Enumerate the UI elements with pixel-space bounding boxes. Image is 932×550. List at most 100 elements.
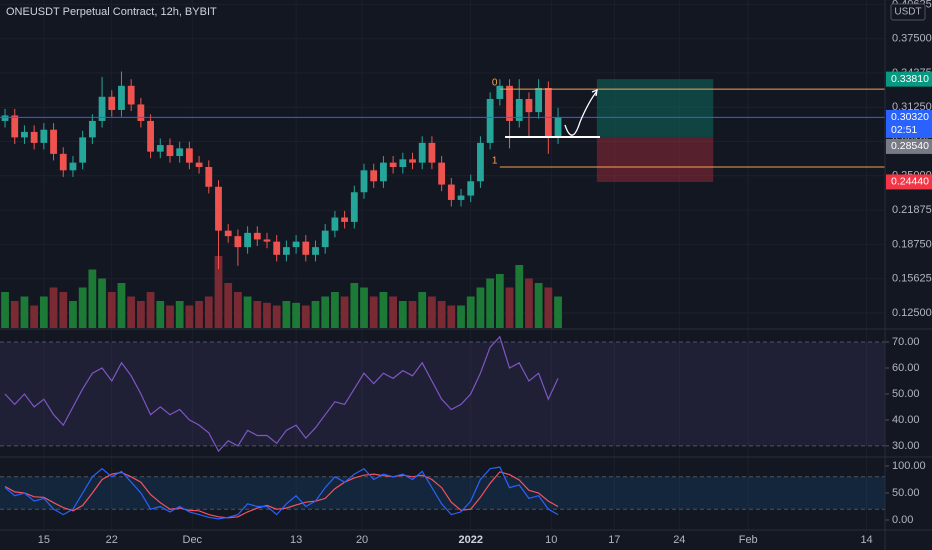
- candle-body: [515, 98, 523, 121]
- candle-body: [59, 153, 67, 171]
- volume-bar: [156, 301, 165, 328]
- band: [0, 342, 885, 446]
- volume-bar: [204, 296, 213, 328]
- volume-bar: [59, 292, 68, 328]
- candle-body: [283, 247, 290, 255]
- candle-body: [79, 137, 87, 163]
- volume-bar: [282, 301, 291, 328]
- candle-body: [525, 98, 533, 113]
- volume-bar: [166, 305, 174, 328]
- x-tick-label: 10: [545, 534, 557, 546]
- y-tick-label: 0.21875: [892, 204, 932, 216]
- volume-bar: [20, 296, 29, 328]
- price-badge: [886, 71, 932, 87]
- candle-body: [350, 192, 358, 222]
- volume-bar: [428, 296, 436, 328]
- hand-drawn-arrow: [564, 88, 598, 136]
- candle-body: [535, 88, 543, 113]
- y-tick-label: 30.00: [892, 440, 920, 452]
- candle-body: [185, 148, 193, 163]
- candle-body: [127, 85, 135, 105]
- volume-bar: [311, 301, 320, 328]
- x-tick-label: 24: [673, 534, 685, 546]
- volume-bar: [49, 287, 58, 328]
- volume-bar: [253, 301, 262, 328]
- volume-bar: [30, 305, 39, 328]
- candle-body: [438, 162, 446, 185]
- volume-bar: [195, 301, 203, 328]
- candle-body: [88, 120, 96, 138]
- volume-bar: [214, 256, 223, 328]
- x-tick-label: Dec: [183, 534, 203, 546]
- y-tick-label: 0.15625: [892, 273, 932, 285]
- candle-body: [389, 162, 397, 168]
- volume-bar: [136, 301, 145, 328]
- candle-body: [21, 131, 28, 138]
- candle-body: [496, 85, 504, 99]
- volume-bar: [408, 301, 417, 328]
- y-tick-label: 60.00: [892, 362, 920, 374]
- volume-bar: [466, 296, 475, 328]
- volume-bar: [69, 301, 77, 328]
- volume-bar: [515, 265, 524, 328]
- candle-body: [40, 129, 48, 143]
- countdown: 02:51: [891, 124, 917, 136]
- candle-body: [118, 85, 125, 110]
- currency-label: USDT: [894, 7, 921, 18]
- candle-body: [477, 142, 484, 182]
- y-tick-label: 50.00: [892, 388, 920, 400]
- candle-body: [292, 241, 300, 248]
- candle-body: [380, 162, 387, 182]
- price-badge-label: 0.30320: [891, 111, 929, 123]
- x-tick-label: 22: [106, 534, 118, 546]
- volume-bar: [272, 305, 281, 328]
- y-tick-label: 0.00: [892, 514, 913, 526]
- volume-bar: [107, 292, 116, 328]
- candle-body: [156, 145, 164, 152]
- x-tick-label: Feb: [739, 534, 758, 546]
- volume-bar: [544, 287, 553, 328]
- y-tick-label: 70.00: [892, 336, 920, 348]
- volume-bar: [292, 302, 300, 328]
- stoch-pane: [0, 465, 889, 521]
- volume-bar: [476, 287, 485, 328]
- fib-label: 0: [492, 78, 498, 89]
- candle-body: [341, 217, 349, 222]
- candle-body: [234, 236, 242, 248]
- candle-body: [457, 195, 465, 200]
- volume-bar: [398, 301, 407, 328]
- y-tick-label: 0.12500: [892, 307, 932, 319]
- currency-badge[interactable]: [890, 3, 926, 21]
- x-tick-label: 14: [860, 534, 872, 546]
- fib-label: 1: [492, 156, 498, 167]
- volume-bar: [350, 283, 359, 328]
- price-badge: [886, 174, 932, 190]
- volume-bar: [1, 292, 9, 328]
- stop-zone: [596, 136, 714, 182]
- candle-body: [360, 170, 368, 193]
- candle-body: [418, 142, 426, 163]
- candle-body: [166, 145, 174, 157]
- x-tick-label: 15: [38, 534, 50, 546]
- volume-bar: [321, 296, 330, 328]
- volume-bar: [243, 296, 252, 328]
- volume-bar: [418, 292, 427, 328]
- y-tick-label: 0.18750: [892, 238, 932, 250]
- volume-bar: [263, 302, 271, 328]
- stoch-k-line: [4, 466, 559, 520]
- rsi-pane: [0, 335, 889, 453]
- volume-bar: [39, 296, 48, 328]
- candle-body: [321, 230, 329, 248]
- volume-bar: [447, 305, 456, 328]
- price-badge-label: 0.33810: [891, 73, 929, 85]
- volume-bar: [117, 283, 126, 328]
- volume-bar: [224, 283, 233, 328]
- y-tick-label: 50.00: [892, 487, 920, 499]
- volume-bar: [331, 292, 339, 328]
- target-zone: [596, 79, 714, 137]
- y-tick-label: 0.37500: [892, 33, 932, 45]
- candle-body: [147, 120, 154, 152]
- price-badge-label: 0.24440: [891, 176, 929, 188]
- volume-bar: [525, 278, 533, 328]
- candle-body: [137, 104, 145, 121]
